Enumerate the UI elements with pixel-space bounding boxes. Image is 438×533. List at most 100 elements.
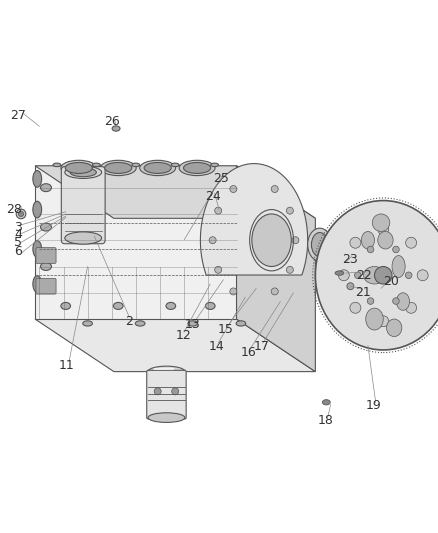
- Ellipse shape: [286, 266, 293, 273]
- Ellipse shape: [350, 302, 361, 313]
- Ellipse shape: [211, 163, 219, 167]
- Ellipse shape: [307, 228, 332, 261]
- Ellipse shape: [367, 246, 374, 253]
- Ellipse shape: [184, 163, 211, 173]
- Ellipse shape: [322, 400, 330, 405]
- Text: 18: 18: [318, 414, 334, 427]
- Ellipse shape: [417, 270, 428, 281]
- FancyBboxPatch shape: [61, 167, 105, 244]
- Ellipse shape: [83, 321, 92, 326]
- Ellipse shape: [105, 163, 132, 173]
- Ellipse shape: [378, 231, 393, 249]
- Text: 26: 26: [104, 116, 120, 128]
- Ellipse shape: [311, 232, 328, 257]
- Ellipse shape: [252, 214, 291, 266]
- Ellipse shape: [61, 302, 71, 310]
- Ellipse shape: [392, 255, 405, 278]
- Ellipse shape: [378, 316, 389, 327]
- Ellipse shape: [292, 237, 299, 244]
- FancyBboxPatch shape: [147, 370, 186, 419]
- Ellipse shape: [61, 160, 97, 175]
- Text: 19: 19: [366, 399, 381, 413]
- Ellipse shape: [65, 166, 102, 179]
- Text: 2: 2: [125, 315, 133, 328]
- Ellipse shape: [113, 302, 123, 310]
- Ellipse shape: [132, 163, 140, 167]
- Ellipse shape: [392, 246, 399, 253]
- Ellipse shape: [172, 388, 179, 395]
- Ellipse shape: [405, 272, 412, 279]
- Text: 12: 12: [175, 329, 191, 342]
- Ellipse shape: [392, 298, 399, 304]
- Text: 14: 14: [208, 340, 224, 353]
- Ellipse shape: [230, 185, 237, 192]
- Ellipse shape: [350, 237, 361, 248]
- Ellipse shape: [148, 366, 185, 377]
- Text: 6: 6: [14, 245, 22, 258]
- FancyBboxPatch shape: [36, 248, 56, 263]
- Ellipse shape: [215, 207, 222, 214]
- Ellipse shape: [140, 160, 176, 175]
- Ellipse shape: [286, 207, 293, 214]
- Ellipse shape: [364, 266, 385, 284]
- Ellipse shape: [144, 163, 171, 173]
- Text: 17: 17: [254, 340, 270, 353]
- Polygon shape: [237, 166, 315, 372]
- Ellipse shape: [361, 231, 374, 249]
- Ellipse shape: [366, 308, 383, 330]
- Ellipse shape: [374, 266, 392, 284]
- Polygon shape: [35, 166, 237, 319]
- Ellipse shape: [65, 163, 92, 173]
- Text: 28: 28: [6, 203, 22, 216]
- Ellipse shape: [215, 266, 222, 273]
- Ellipse shape: [148, 413, 185, 423]
- Ellipse shape: [205, 302, 215, 310]
- Ellipse shape: [112, 126, 120, 131]
- Polygon shape: [35, 166, 315, 219]
- Text: 16: 16: [240, 346, 256, 359]
- Ellipse shape: [271, 185, 278, 192]
- Ellipse shape: [406, 302, 417, 313]
- Ellipse shape: [378, 224, 389, 235]
- Text: 13: 13: [185, 318, 201, 331]
- Text: 4: 4: [14, 229, 22, 241]
- Ellipse shape: [33, 241, 42, 257]
- Ellipse shape: [335, 271, 344, 275]
- Ellipse shape: [347, 282, 354, 290]
- Ellipse shape: [33, 201, 42, 218]
- Ellipse shape: [40, 184, 52, 191]
- Ellipse shape: [209, 237, 216, 244]
- Ellipse shape: [354, 272, 361, 279]
- Text: 5: 5: [14, 236, 22, 249]
- Ellipse shape: [179, 160, 215, 175]
- Text: 23: 23: [343, 253, 358, 266]
- Ellipse shape: [367, 298, 374, 304]
- Ellipse shape: [230, 288, 237, 295]
- Ellipse shape: [396, 293, 410, 310]
- Ellipse shape: [16, 209, 26, 219]
- Ellipse shape: [53, 163, 61, 167]
- Ellipse shape: [40, 223, 52, 231]
- Ellipse shape: [236, 321, 246, 326]
- Ellipse shape: [100, 160, 136, 175]
- Ellipse shape: [33, 276, 42, 292]
- Ellipse shape: [271, 288, 278, 295]
- Text: 21: 21: [355, 286, 371, 300]
- FancyBboxPatch shape: [36, 278, 56, 294]
- Ellipse shape: [65, 232, 102, 244]
- Ellipse shape: [372, 214, 390, 231]
- Ellipse shape: [135, 321, 145, 326]
- Ellipse shape: [315, 200, 438, 350]
- Ellipse shape: [338, 270, 350, 281]
- Ellipse shape: [188, 321, 198, 326]
- Text: 3: 3: [14, 221, 22, 233]
- Ellipse shape: [33, 171, 42, 187]
- Text: 25: 25: [213, 172, 229, 185]
- Text: 24: 24: [205, 190, 221, 203]
- Ellipse shape: [18, 211, 24, 216]
- Ellipse shape: [92, 163, 100, 167]
- Text: 22: 22: [357, 269, 372, 282]
- Polygon shape: [201, 164, 307, 275]
- Text: 20: 20: [383, 276, 399, 288]
- Ellipse shape: [386, 319, 402, 336]
